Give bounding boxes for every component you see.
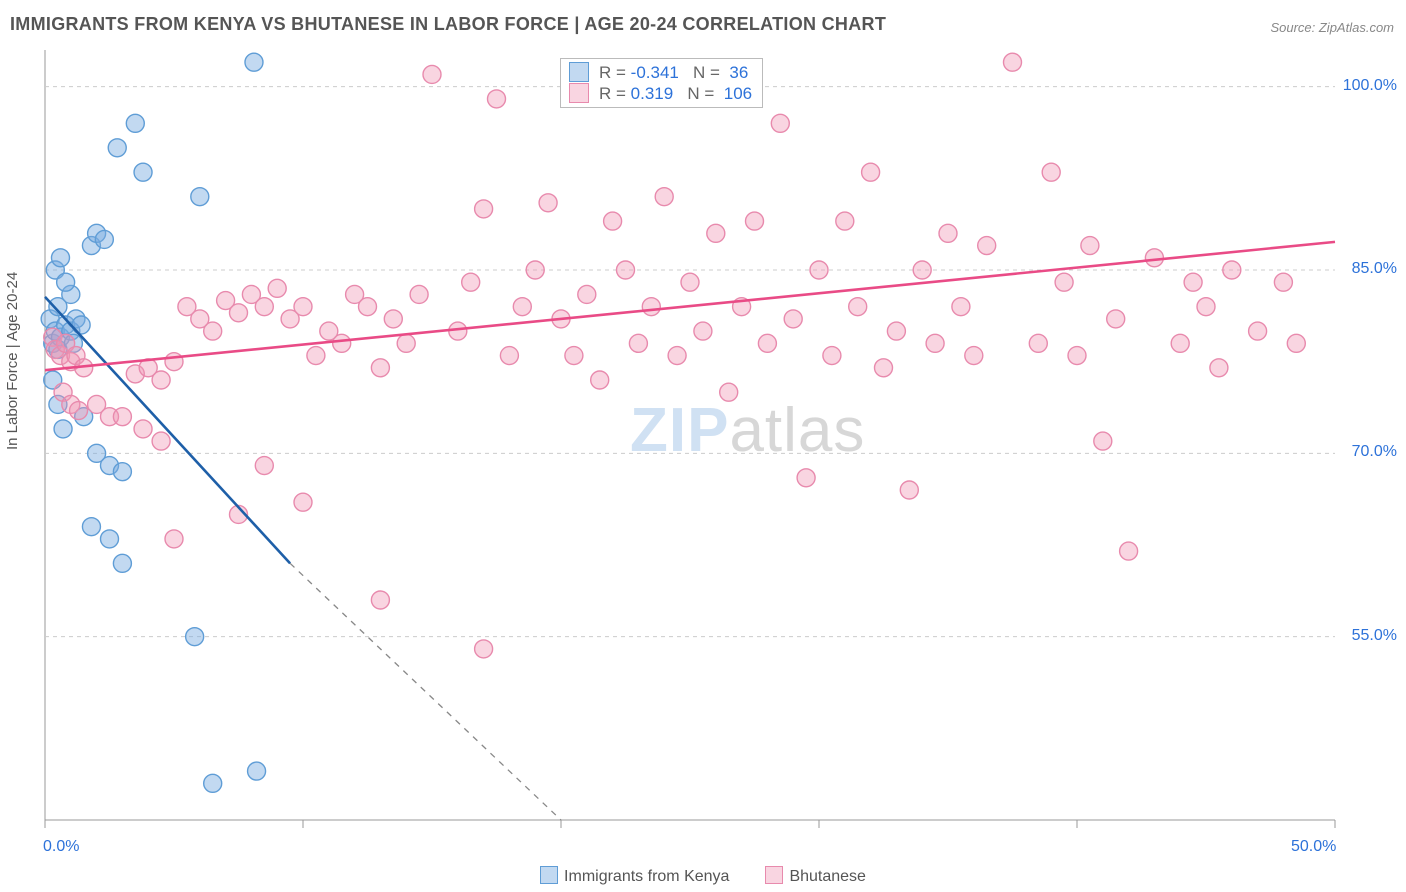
y-axis-label: In Labor Force | Age 20-24 — [4, 272, 21, 450]
legend-swatch-bhutanese — [765, 866, 783, 884]
stats-row-kenya: R = -0.341 N = 36 — [569, 62, 752, 83]
y-tick-label: 55.0% — [1337, 627, 1397, 645]
scatter-plot — [0, 0, 1406, 892]
legend-label-bhutanese: Bhutanese — [789, 868, 866, 885]
y-tick-label: 85.0% — [1337, 260, 1397, 278]
x-tick-label: 50.0% — [1291, 838, 1336, 856]
stats-row-bhutanese: R = 0.319 N = 106 — [569, 83, 752, 104]
y-tick-label: 70.0% — [1337, 443, 1397, 461]
y-tick-label: 100.0% — [1337, 77, 1397, 95]
stats-legend: R = -0.341 N = 36R = 0.319 N = 106 — [560, 58, 763, 108]
legend-item-kenya: Immigrants from Kenya — [540, 866, 729, 886]
x-tick-label: 0.0% — [43, 838, 79, 856]
legend-swatch-kenya — [540, 866, 558, 884]
legend-item-bhutanese: Bhutanese — [765, 866, 866, 886]
chart-container: IMMIGRANTS FROM KENYA VS BHUTANESE IN LA… — [0, 0, 1406, 892]
legend-label-kenya: Immigrants from Kenya — [564, 868, 729, 885]
legend-bottom: Immigrants from Kenya Bhutanese — [0, 866, 1406, 886]
